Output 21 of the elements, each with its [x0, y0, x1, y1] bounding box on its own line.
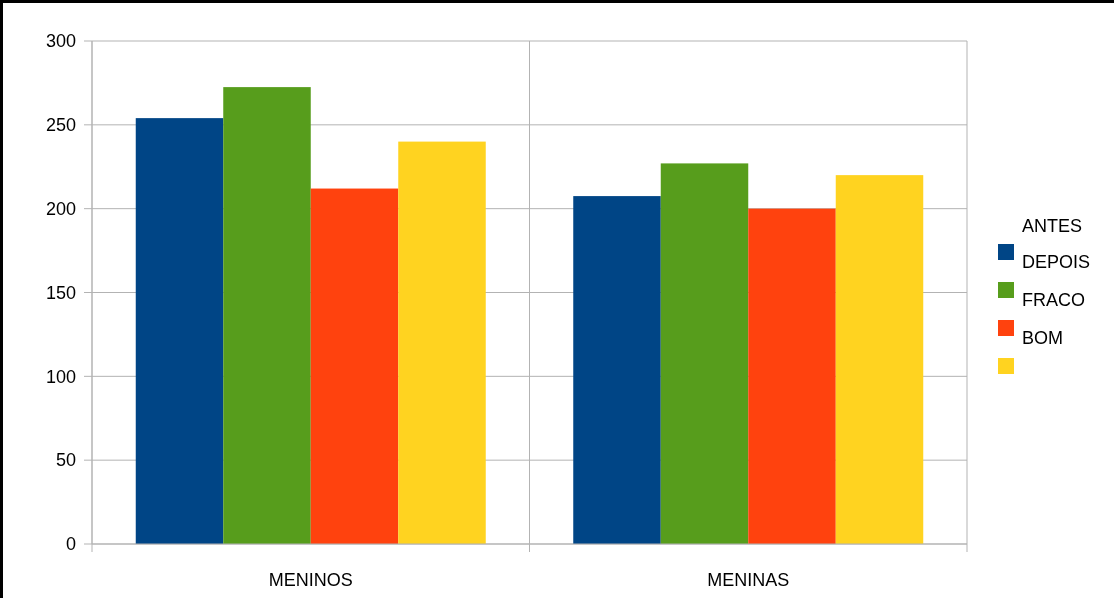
legend-label: FRACO: [1022, 290, 1085, 310]
y-tick-label: 200: [45, 198, 76, 219]
y-tick-label: 0: [65, 534, 76, 555]
y-tick-label: 150: [45, 282, 76, 303]
bar: [835, 175, 924, 544]
y-tick-label: 250: [45, 115, 76, 136]
x-tick-label: MENINAS: [707, 570, 790, 590]
bar: [573, 196, 661, 544]
bar: [660, 163, 749, 544]
legend-label: DEPOIS: [1022, 252, 1091, 272]
legend-label: BOM: [1022, 328, 1064, 348]
bar: [135, 118, 224, 544]
y-tick-label: 50: [55, 450, 76, 471]
bar: [223, 87, 311, 544]
legend-title: ANTES: [1022, 216, 1083, 236]
bar: [310, 188, 399, 544]
x-tick-label: MENINOS: [268, 570, 353, 590]
y-tick-label: 300: [45, 31, 76, 52]
y-tick-label: 100: [45, 366, 76, 387]
bar: [398, 141, 486, 544]
bar: [748, 208, 836, 544]
